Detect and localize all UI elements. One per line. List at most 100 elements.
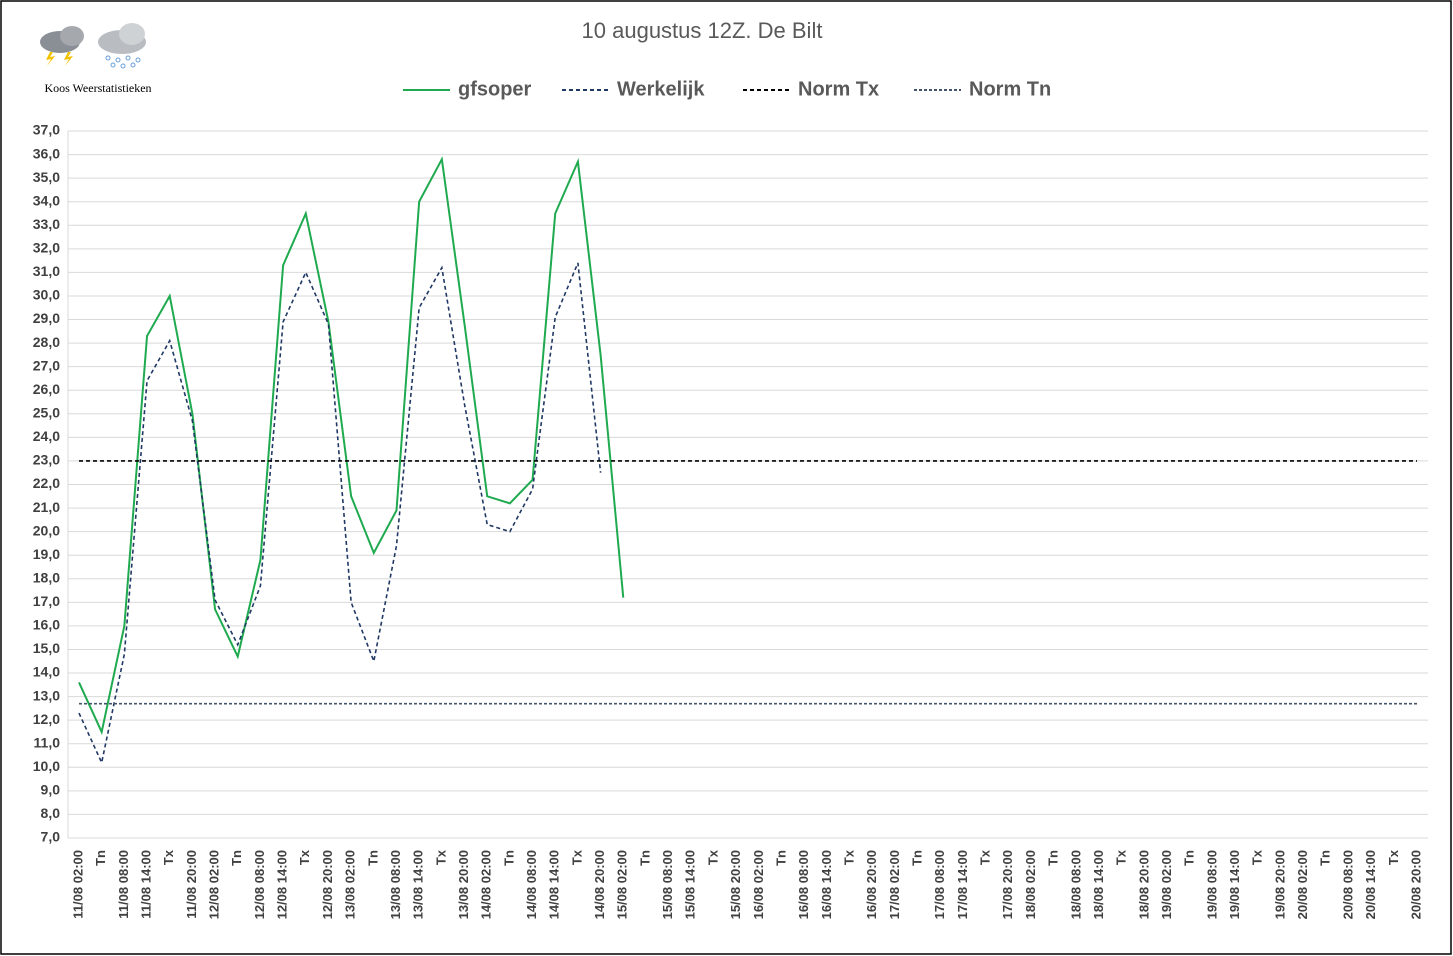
x-tick-label: 15/08 20:00: [728, 850, 743, 919]
x-tick-label: Tx: [1386, 849, 1401, 865]
x-tick-label: Tn: [501, 850, 516, 866]
x-tick-label: 11/08 02:00: [70, 850, 85, 919]
x-tick-label: 13/08 02:00: [343, 850, 358, 919]
x-tick-label: Tx: [297, 849, 312, 865]
legend-label: Norm Tx: [798, 78, 879, 100]
y-tick-label: 19,0: [33, 546, 60, 562]
legend-label: gfsoper: [458, 78, 532, 100]
x-tick-label: 14/08 14:00: [547, 850, 562, 919]
legend-label: Werkelijk: [617, 78, 705, 100]
x-tick-label: 14/08 20:00: [592, 850, 607, 919]
x-tick-label: 13/08 08:00: [388, 850, 403, 919]
logo-text: Koos Weerstatistieken: [44, 81, 151, 95]
x-tick-label: 17/08 20:00: [1000, 850, 1015, 919]
y-tick-label: 7,0: [41, 829, 61, 845]
x-tick-label: 20/08 08:00: [1340, 850, 1355, 919]
x-tick-label: Tn: [365, 850, 380, 866]
x-tick-label: Tn: [93, 850, 108, 866]
y-tick-label: 25,0: [33, 405, 60, 421]
x-tick-label: 12/08 14:00: [275, 850, 290, 919]
x-tick-label: Tx: [569, 849, 584, 865]
chart-title: 10 augustus 12Z. De Bilt: [582, 18, 823, 43]
x-tick-label: 16/08 02:00: [751, 850, 766, 919]
x-tick-label: Tx: [1250, 849, 1265, 865]
x-tick-label: Tx: [705, 849, 720, 865]
y-tick-label: 8,0: [41, 805, 61, 821]
y-tick-label: 10,0: [33, 758, 60, 774]
x-tick-label: 16/08 08:00: [796, 850, 811, 919]
x-tick-label: 20/08 20:00: [1408, 850, 1423, 919]
y-tick-label: 14,0: [33, 664, 60, 680]
y-tick-label: 31,0: [33, 263, 60, 279]
x-tick-label: 11/08 08:00: [116, 850, 131, 919]
x-tick-label: Tn: [773, 850, 788, 866]
legend-label: Norm Tn: [969, 78, 1051, 100]
y-tick-label: 21,0: [33, 499, 60, 515]
y-tick-label: 37,0: [33, 122, 60, 138]
x-tick-label: Tx: [841, 849, 856, 865]
y-tick-label: 22,0: [33, 475, 60, 491]
y-tick-label: 30,0: [33, 287, 60, 303]
logo: [40, 23, 146, 69]
y-tick-label: 17,0: [33, 593, 60, 609]
x-tick-label: 15/08 14:00: [683, 850, 698, 919]
y-tick-label: 35,0: [33, 169, 60, 185]
x-tick-label: Tn: [1318, 850, 1333, 866]
y-tick-label: 32,0: [33, 240, 60, 256]
y-tick-label: 36,0: [33, 145, 60, 161]
y-tick-label: 9,0: [41, 782, 61, 798]
x-tick-label: Tn: [910, 850, 925, 866]
x-tick-label: 20/08 02:00: [1295, 850, 1310, 919]
x-tick-label: Tx: [433, 849, 448, 865]
x-tick-label: Tn: [637, 850, 652, 866]
y-tick-label: 33,0: [33, 216, 60, 232]
x-tick-label: 15/08 08:00: [660, 850, 675, 919]
y-tick-label: 28,0: [33, 334, 60, 350]
x-tick-label: 14/08 08:00: [524, 850, 539, 919]
x-tick-label: 11/08 20:00: [184, 850, 199, 919]
x-tick-label: 16/08 14:00: [819, 850, 834, 919]
y-tick-label: 27,0: [33, 357, 60, 373]
series-line: [78, 262, 602, 766]
x-tick-label: Tx: [1114, 849, 1129, 865]
y-tick-label: 20,0: [33, 522, 60, 538]
x-tick-label: 12/08 08:00: [252, 850, 267, 919]
y-tick-label: 12,0: [33, 711, 60, 727]
x-tick-label: 18/08 14:00: [1091, 850, 1106, 919]
y-tick-label: 16,0: [33, 617, 60, 633]
x-tick-label: 16/08 20:00: [864, 850, 879, 919]
y-tick-label: 34,0: [33, 192, 60, 208]
x-tick-label: 15/08 02:00: [615, 850, 630, 919]
x-tick-label: 19/08 02:00: [1159, 850, 1174, 919]
series-line: [78, 156, 625, 736]
y-tick-label: 24,0: [33, 428, 60, 444]
x-tick-label: 17/08 14:00: [955, 850, 970, 919]
y-tick-label: 13,0: [33, 687, 60, 703]
y-tick-label: 15,0: [33, 640, 60, 656]
x-tick-label: 18/08 20:00: [1136, 850, 1151, 919]
x-tick-label: 19/08 14:00: [1227, 850, 1242, 919]
x-tick-label: 20/08 14:00: [1363, 850, 1378, 919]
x-tick-label: 19/08 08:00: [1204, 850, 1219, 919]
y-tick-label: 23,0: [33, 452, 60, 468]
y-tick-label: 26,0: [33, 381, 60, 397]
x-tick-label: Tx: [161, 849, 176, 865]
y-tick-label: 11,0: [34, 734, 61, 750]
x-tick-label: 18/08 02:00: [1023, 850, 1038, 919]
x-tick-label: 13/08 20:00: [456, 850, 471, 919]
x-tick-label: 14/08 02:00: [479, 850, 494, 919]
x-tick-label: 17/08 08:00: [932, 850, 947, 919]
x-tick-label: Tn: [1046, 850, 1061, 866]
x-tick-label: 17/08 02:00: [887, 850, 902, 919]
y-tick-label: 18,0: [33, 569, 60, 585]
x-tick-label: Tn: [1182, 850, 1197, 866]
y-tick-label: 29,0: [33, 310, 60, 326]
x-tick-label: 18/08 08:00: [1068, 850, 1083, 919]
x-tick-label: Tx: [978, 849, 993, 865]
x-tick-label: Tn: [229, 850, 244, 866]
x-tick-label: 13/08 14:00: [411, 850, 426, 919]
x-tick-label: 19/08 20:00: [1272, 850, 1287, 919]
